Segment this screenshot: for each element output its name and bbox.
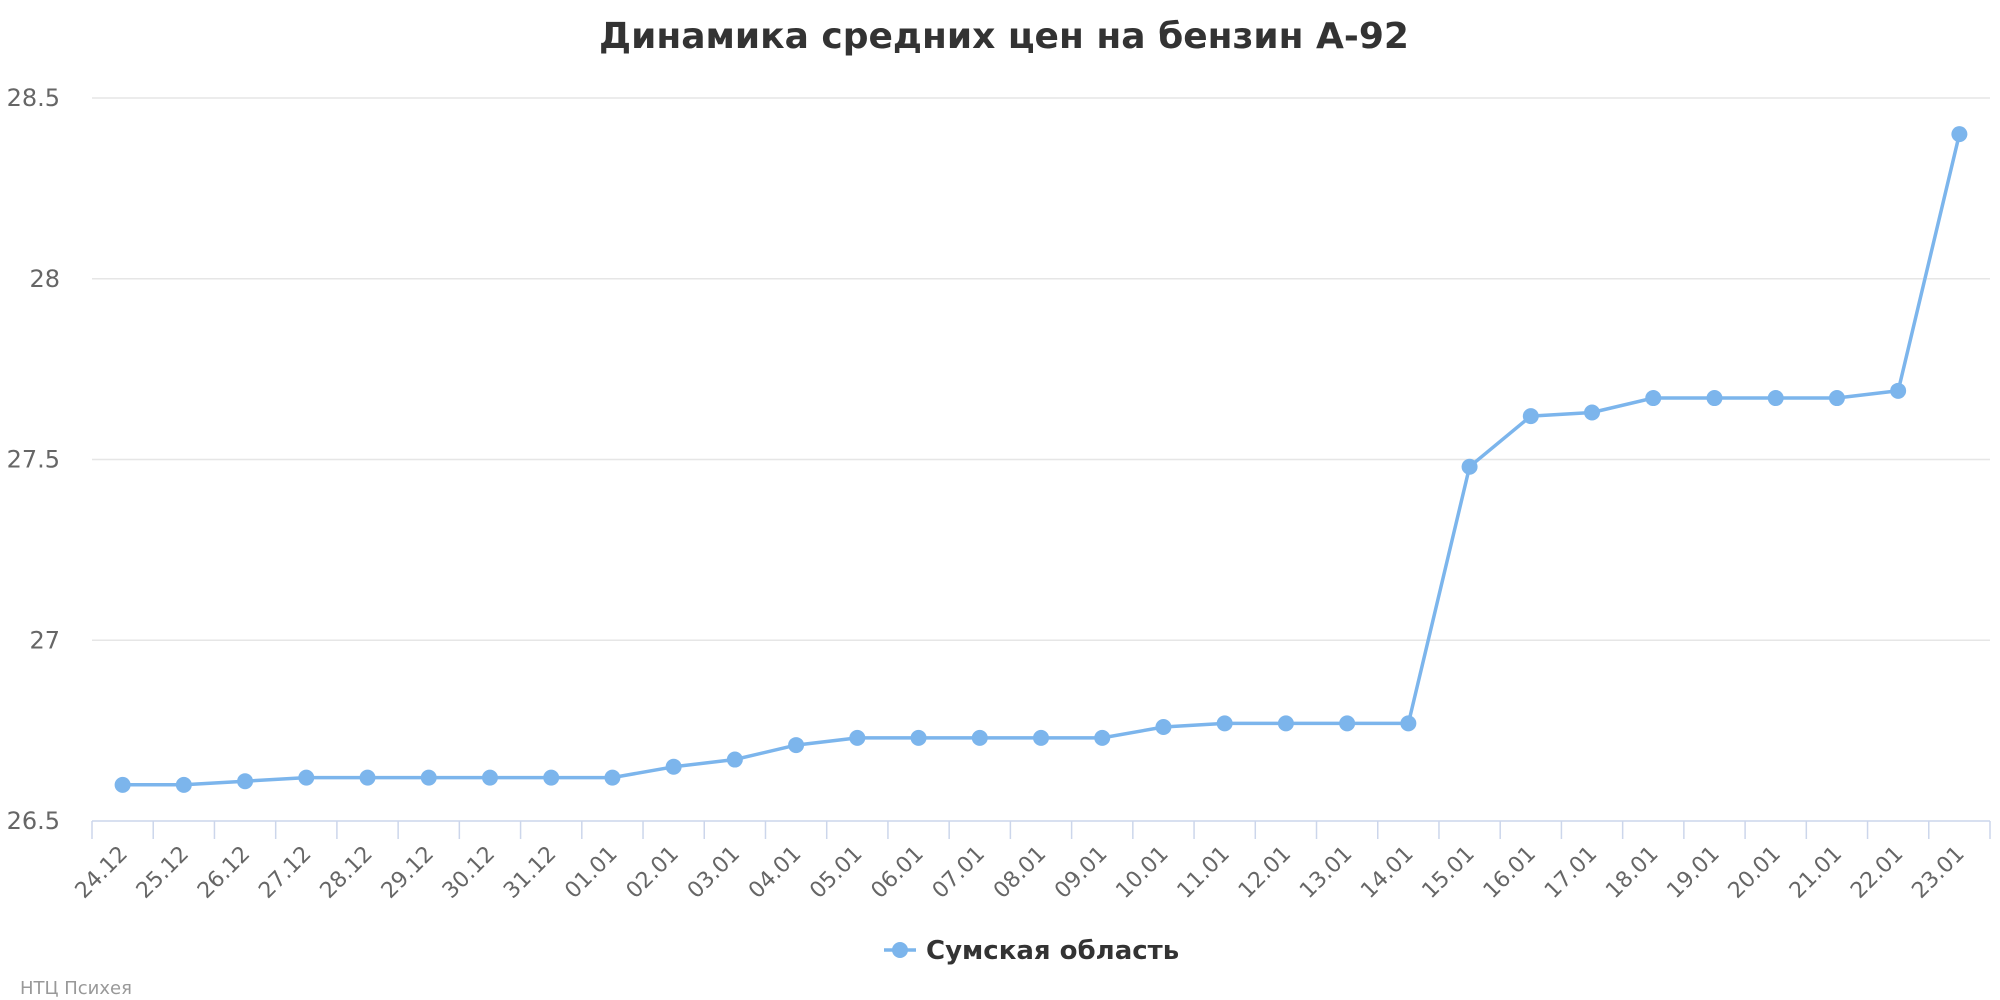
x-tick-label: 16.01 (1479, 842, 1541, 904)
data-point[interactable] (665, 758, 682, 775)
x-tick-label: 21.01 (1785, 842, 1847, 904)
data-point[interactable] (420, 769, 437, 786)
x-tick-label: 08.01 (989, 842, 1051, 904)
data-point[interactable] (1155, 719, 1172, 736)
x-tick-label: 10.01 (1111, 842, 1173, 904)
data-point[interactable] (1033, 729, 1049, 746)
data-point[interactable] (1216, 715, 1233, 732)
x-tick-label: 31.12 (499, 842, 561, 904)
x-tick-label: 30.12 (438, 842, 500, 904)
x-tick-label: 19.01 (1663, 842, 1725, 904)
data-point[interactable] (543, 769, 560, 786)
x-tick-label: 11.01 (1173, 842, 1235, 904)
data-point[interactable] (1277, 715, 1294, 732)
legend-label[interactable]: Сумская область (926, 936, 1179, 966)
data-point[interactable] (849, 729, 866, 746)
x-tick-label: 15.01 (1418, 842, 1480, 904)
data-point[interactable] (1400, 715, 1417, 732)
x-tick-label: 12.01 (1234, 842, 1296, 904)
data-point[interactable] (971, 729, 988, 746)
y-tick-label: 26.5 (7, 807, 60, 835)
data-point[interactable] (1767, 390, 1784, 407)
data-point[interactable] (604, 769, 621, 786)
x-tick-label: 14.01 (1356, 842, 1418, 904)
data-point[interactable] (359, 769, 376, 786)
data-point[interactable] (1951, 126, 1968, 143)
x-tick-label: 28.12 (316, 842, 378, 904)
chart-title: Динамика средних цен на бензин А-92 (599, 16, 1409, 57)
x-axis: 24.12 25.12 26.12 27.12 28.12 29.12 30.12 31.12… (71, 820, 1991, 904)
x-tick-label: 02.01 (622, 842, 684, 904)
data-point[interactable] (298, 769, 315, 786)
x-tick-label: 04.01 (744, 842, 806, 904)
data-point[interactable] (175, 776, 192, 793)
data-point[interactable] (114, 776, 131, 793)
data-point[interactable] (1706, 390, 1723, 407)
data-point[interactable] (1828, 390, 1845, 407)
data-point[interactable] (1890, 382, 1907, 399)
x-tick-label: 25.12 (132, 842, 194, 904)
data-point[interactable] (481, 769, 498, 786)
x-tick-label: 27.12 (254, 842, 316, 904)
data-point[interactable] (1094, 729, 1111, 746)
x-tick-label: 09.01 (1050, 842, 1112, 904)
grid (92, 97, 1990, 641)
x-tick-label: 07.01 (928, 842, 990, 904)
y-tick-label: 27 (29, 626, 60, 654)
x-tick-label: 18.01 (1601, 842, 1663, 904)
x-tick-label: 23.01 (1907, 842, 1969, 904)
x-tick-label: 01.01 (560, 842, 622, 904)
x-tick-label: 03.01 (683, 842, 745, 904)
x-tick-label: 26.12 (193, 842, 255, 904)
data-point[interactable] (1584, 404, 1601, 421)
x-tick-label: 05.01 (805, 842, 867, 904)
data-point[interactable] (237, 773, 254, 790)
x-tick-label: 29.12 (377, 842, 439, 904)
series (114, 126, 1968, 793)
legend-marker-icon[interactable] (892, 942, 908, 958)
data-point[interactable] (788, 737, 805, 754)
x-tick-label: 06.01 (867, 842, 929, 904)
data-point[interactable] (910, 729, 927, 746)
x-tick-label: 13.01 (1295, 842, 1357, 904)
data-point[interactable] (726, 751, 743, 768)
x-tick-label: 22.01 (1846, 842, 1908, 904)
data-point[interactable] (1339, 715, 1356, 732)
data-point[interactable] (1645, 390, 1662, 407)
data-point[interactable] (1461, 458, 1478, 475)
credits: НТЦ Психея (20, 978, 132, 999)
y-tick-label: 28 (29, 265, 60, 293)
x-tick-label: 17.01 (1540, 842, 1602, 904)
y-tick-label: 27.5 (7, 446, 60, 474)
x-tick-label: 20.01 (1724, 842, 1786, 904)
data-point[interactable] (1522, 408, 1539, 425)
y-axis-ticks: 26.5 27 27.5 28 28.5 (7, 84, 60, 835)
y-tick-label: 28.5 (7, 84, 60, 112)
x-tick-label: 24.12 (71, 842, 133, 904)
legend[interactable]: Сумская область (884, 936, 1179, 966)
